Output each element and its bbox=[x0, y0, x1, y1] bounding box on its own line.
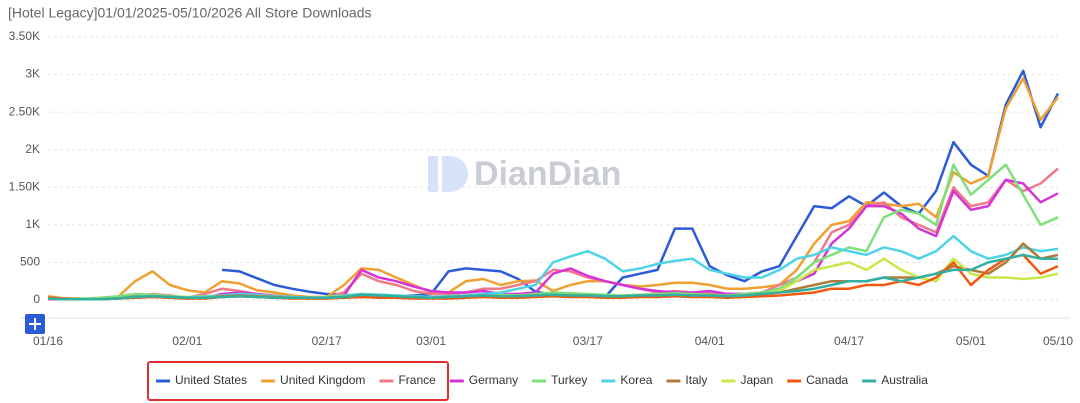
legend-label: United States bbox=[175, 373, 247, 387]
legend-item[interactable]: Germany bbox=[449, 373, 518, 387]
series-line bbox=[221, 69, 1060, 299]
highlight-box bbox=[147, 361, 449, 401]
legend-item[interactable]: France bbox=[379, 373, 436, 387]
zoom-button[interactable] bbox=[25, 314, 45, 334]
x-tick-label: 05/10 bbox=[1043, 334, 1073, 348]
y-tick-label: 3K bbox=[25, 67, 40, 81]
legend-item[interactable]: Korea bbox=[601, 373, 653, 387]
legend-label: Korea bbox=[620, 373, 652, 387]
y-tick-label: 2K bbox=[25, 142, 40, 156]
x-tick-label: 03/17 bbox=[573, 334, 603, 348]
y-tick-label: 1.50K bbox=[9, 179, 40, 193]
y-tick-label: 500 bbox=[20, 255, 40, 269]
x-tick-label: 04/17 bbox=[834, 334, 864, 348]
y-tick-label: 1K bbox=[25, 217, 40, 231]
legend-label: Canada bbox=[806, 373, 848, 387]
legend-label: United Kingdom bbox=[280, 373, 365, 387]
watermark: DianDian bbox=[474, 155, 621, 193]
legend-item[interactable]: Turkey bbox=[532, 373, 587, 387]
legend-item[interactable]: United States bbox=[156, 373, 247, 387]
chart-title: [Hotel Legacy]01/01/2025-05/10/2026 All … bbox=[8, 5, 371, 21]
watermark-logo bbox=[428, 156, 468, 192]
legend-label: Germany bbox=[469, 373, 518, 387]
legend-item[interactable]: Italy bbox=[666, 373, 707, 387]
x-tick-label: 01/16 bbox=[33, 334, 63, 348]
x-tick-label: 02/17 bbox=[312, 334, 342, 348]
legend-label: Australia bbox=[881, 373, 928, 387]
legend-item[interactable]: Canada bbox=[787, 373, 849, 387]
x-tick-label: 05/01 bbox=[956, 334, 986, 348]
series-line bbox=[47, 253, 1058, 301]
x-tick-label: 02/01 bbox=[172, 334, 202, 348]
x-tick-label: 04/01 bbox=[695, 334, 725, 348]
legend-item[interactable]: United Kingdom bbox=[261, 373, 365, 387]
x-tick-label: 03/01 bbox=[416, 334, 446, 348]
legend-item[interactable]: Japan bbox=[721, 373, 773, 387]
y-tick-label: 2.50K bbox=[9, 104, 40, 118]
legend-label: Italy bbox=[685, 373, 707, 387]
y-tick-label: 3.50K bbox=[9, 29, 40, 43]
legend-label: Japan bbox=[740, 373, 773, 387]
legend-item[interactable]: Australia bbox=[862, 373, 928, 387]
y-tick-label: 0 bbox=[33, 292, 40, 306]
legend-label: France bbox=[398, 373, 436, 387]
series-line bbox=[47, 77, 1059, 301]
legend-label: Turkey bbox=[551, 373, 587, 387]
